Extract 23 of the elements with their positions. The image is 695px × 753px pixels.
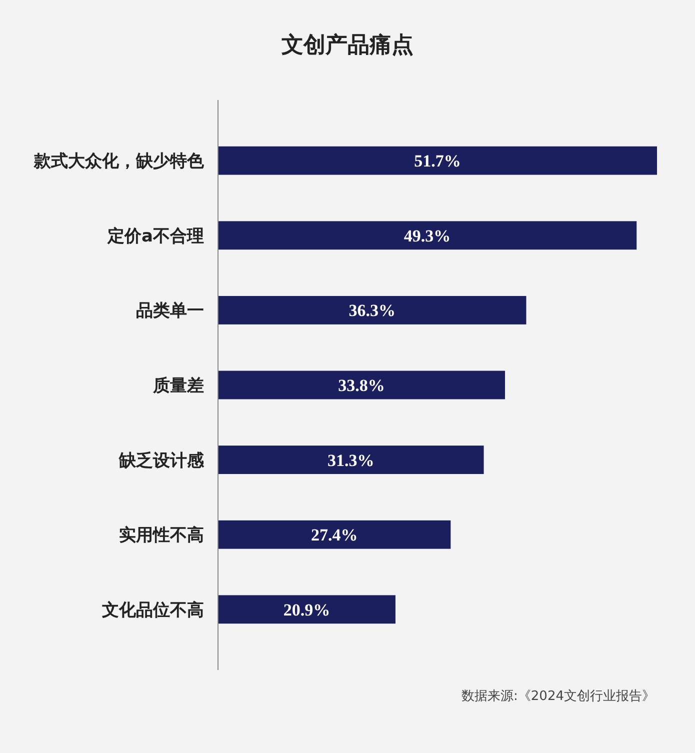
data-label: 51.7%: [414, 152, 461, 171]
bar: [218, 370, 506, 400]
y-tick-label: 缺乏设计感: [118, 450, 205, 471]
data-label: 20.9%: [283, 600, 330, 620]
data-label: 36.3%: [348, 301, 396, 320]
y-tick-label: 质量差: [152, 376, 204, 396]
bar: [218, 595, 396, 624]
bar: [218, 221, 637, 250]
y-tick-label: 实用性不高: [119, 526, 204, 546]
data-label: 33.8%: [338, 376, 385, 395]
bar: [218, 446, 484, 474]
y-tick-label: 品类单一: [136, 301, 204, 322]
bar: [218, 146, 657, 175]
data-label: 49.3%: [404, 226, 451, 246]
y-tick-label: 款式大众化，缺少特色: [33, 152, 205, 172]
y-tick-label: 文化品位不高: [101, 600, 204, 620]
bar: [218, 296, 526, 324]
bar: [218, 520, 451, 549]
data-label: 31.3%: [328, 450, 374, 470]
data-label: 27.4%: [310, 526, 358, 545]
source-note: 数据来源:《2024文创行业报告》: [462, 689, 655, 704]
y-tick-label: 定价a不合理: [106, 226, 204, 246]
chart-title: 文创产品痛点: [280, 32, 414, 58]
